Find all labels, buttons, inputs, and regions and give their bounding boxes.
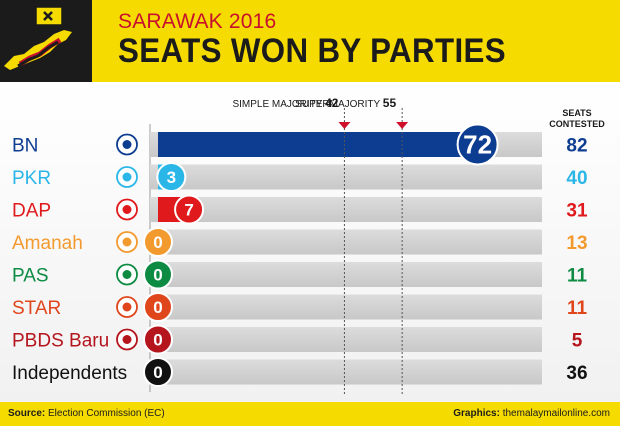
category-label-dap: DAP xyxy=(12,201,51,222)
page-title: SEATS WON BY PARTIES xyxy=(118,32,506,70)
bar-track-pkr xyxy=(150,164,542,190)
value-label-amanah: 0 xyxy=(153,233,162,252)
category-label-pkr: PKR xyxy=(12,168,51,189)
bar-track-dap xyxy=(150,197,542,222)
eye-icon xyxy=(116,166,138,188)
seats-contested-header: SEATS CONTESTED xyxy=(549,108,605,129)
value-badge-amanah xyxy=(143,227,173,257)
source-value: Election Commission (EC) xyxy=(48,408,165,419)
triangle-logo-icon xyxy=(116,231,138,253)
value-label-star: 0 xyxy=(153,298,162,317)
bar-track-pas xyxy=(150,262,542,287)
eye-icon-core xyxy=(122,172,132,182)
value-label-pas: 0 xyxy=(153,266,162,285)
seats-contested-pkr: 40 xyxy=(566,168,587,189)
category-label-independents: Independents xyxy=(12,363,127,384)
category-label-bn: BN xyxy=(12,136,38,157)
emblem-icon-core xyxy=(122,335,132,344)
value-label-bn: 72 xyxy=(463,130,492,160)
source-note: Source: Election Commission (EC) xyxy=(8,408,165,419)
rocket-icon-core xyxy=(122,205,132,214)
bar-track-independents xyxy=(150,359,542,385)
seats-contested-bn: 82 xyxy=(566,136,587,157)
chart-panel: 72 3 7 0 0 0 0 0 SIMPLE MAJORITY 42 SUPERMAJORIT… xyxy=(0,82,620,402)
value-badge-independents xyxy=(143,357,173,387)
value-badge-pas xyxy=(143,259,173,290)
value-badge-star xyxy=(143,292,173,322)
value-badge-dap xyxy=(174,194,205,225)
credit-value: themalaymailonline.com xyxy=(502,408,610,419)
category-label-amanah: Amanah xyxy=(12,233,83,254)
value-badge-pbds-baru xyxy=(143,324,173,355)
graphics-credit: Graphics: themalaymailonline.com xyxy=(453,408,610,419)
value-label-pbds-baru: 0 xyxy=(153,331,162,350)
bar-bn xyxy=(158,132,478,157)
bar-track-pbds-baru xyxy=(150,327,542,352)
source-label: Source: xyxy=(8,408,46,419)
category-label-pbds-baru: PBDS Baru xyxy=(12,331,109,352)
value-label-pkr: 3 xyxy=(167,168,176,187)
credit-label: Graphics: xyxy=(453,408,500,419)
seats-contested-amanah: 13 xyxy=(566,233,587,254)
ref-marker-simple-majority xyxy=(338,122,351,129)
seats-contested-independents: 36 xyxy=(566,363,587,384)
seats-contested-dap: 31 xyxy=(566,201,588,222)
ring-icon-core xyxy=(122,270,132,279)
category-label-star: STAR xyxy=(12,298,61,319)
footer: Source: Election Commission (EC) Graphic… xyxy=(0,402,620,426)
scales-icon xyxy=(116,133,138,156)
bar-track-amanah xyxy=(150,229,542,255)
emblem-icon xyxy=(116,328,138,351)
seats-contested-star: 11 xyxy=(567,298,588,319)
seal-icon xyxy=(116,296,138,318)
seal-icon-core xyxy=(122,302,132,312)
value-label-dap: 7 xyxy=(184,201,193,220)
ring-icon xyxy=(116,263,138,286)
ref-label-simple-majority: SIMPLE MAJORITY 42 xyxy=(232,96,338,110)
supertitle: SARAWAK 2016 xyxy=(118,10,277,33)
seats-bar-chart: 72 37 0 0 0 0 0 SIMPLE MAJORITY 42SUPERMAJORIT… xyxy=(0,82,620,402)
rocket-icon xyxy=(116,198,138,221)
header: SARAWAK 2016 SEATS WON BY PARTIES xyxy=(0,0,620,82)
seats-contested-pas: 11 xyxy=(567,266,588,287)
ref-label-supermajority: SUPERMAJORITY 55 xyxy=(295,96,396,110)
value-badge-pkr xyxy=(156,162,187,192)
ballot-map-logo xyxy=(0,0,92,82)
triangle-logo-icon-core xyxy=(122,237,132,247)
sarawak-map-icon xyxy=(4,6,72,70)
seats-contested-pbds-baru: 5 xyxy=(572,331,583,352)
category-label-pas: PAS xyxy=(12,266,49,287)
value-label-independents: 0 xyxy=(153,363,162,382)
scales-icon-core xyxy=(122,140,132,149)
ref-marker-supermajority xyxy=(396,122,409,129)
value-badge-bn xyxy=(456,123,499,166)
bar-track-star xyxy=(150,294,542,320)
